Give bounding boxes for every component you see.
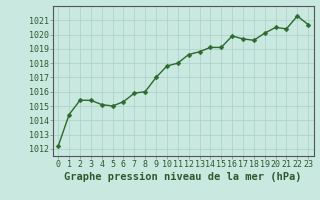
X-axis label: Graphe pression niveau de la mer (hPa): Graphe pression niveau de la mer (hPa) [64, 172, 302, 182]
